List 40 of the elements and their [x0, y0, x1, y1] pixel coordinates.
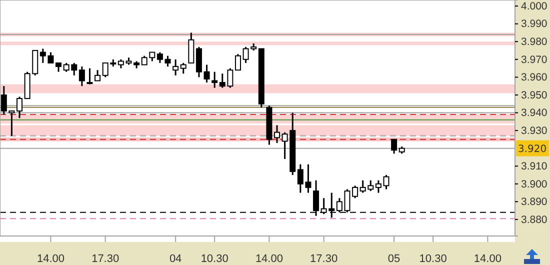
y-tick-label: 3.950	[521, 89, 548, 102]
candlestick	[391, 138, 398, 154]
y-tick-label: 3.900	[521, 178, 548, 190]
y-tick-label: 3.970	[521, 54, 548, 66]
y-tick-label: 3.910	[521, 160, 548, 172]
candlestick	[180, 62, 186, 74]
y-tick-label: 3.930	[521, 124, 548, 137]
candlestick	[156, 52, 163, 64]
candlestick	[78, 66, 85, 87]
candlestick	[188, 32, 194, 64]
y-tick-label: 3.990	[521, 18, 548, 30]
x-tick-label: 04	[169, 252, 182, 265]
candlestick	[234, 53, 241, 71]
x-tick-label: 17.30	[92, 252, 120, 265]
candlestick	[196, 46, 202, 78]
x-tick-label: 14.00	[255, 252, 283, 265]
candlestick	[16, 96, 23, 119]
candlestick	[164, 55, 171, 68]
candlestick	[212, 71, 218, 89]
y-tick-label: 3.880	[521, 214, 548, 226]
y-tick-label: 3.890	[521, 196, 548, 208]
x-tick-label: 10.30	[419, 252, 447, 265]
candlestick	[86, 68, 93, 86]
x-tick-label: 14.00	[36, 252, 64, 265]
y-tick-label: 3.960	[521, 72, 548, 84]
x-tick-label: 14.00	[474, 252, 502, 265]
x-tick-label: 05	[388, 252, 400, 265]
candlestick	[383, 174, 390, 190]
y-tick-label: 3.980	[521, 36, 548, 48]
candlestick	[172, 58, 179, 76]
y-tick-label: 3.940	[521, 107, 548, 120]
ref-line-label: 3.920	[518, 144, 547, 155]
x-tick-label: 17.30	[310, 252, 338, 265]
candlestick	[94, 69, 101, 82]
y-tick-label: 4.000	[521, 0, 548, 12]
candlestick	[352, 184, 358, 199]
candlestick	[204, 64, 210, 84]
x-tick-label: 10.30	[200, 252, 228, 265]
candlestick	[274, 124, 280, 144]
candlestick	[375, 180, 382, 194]
